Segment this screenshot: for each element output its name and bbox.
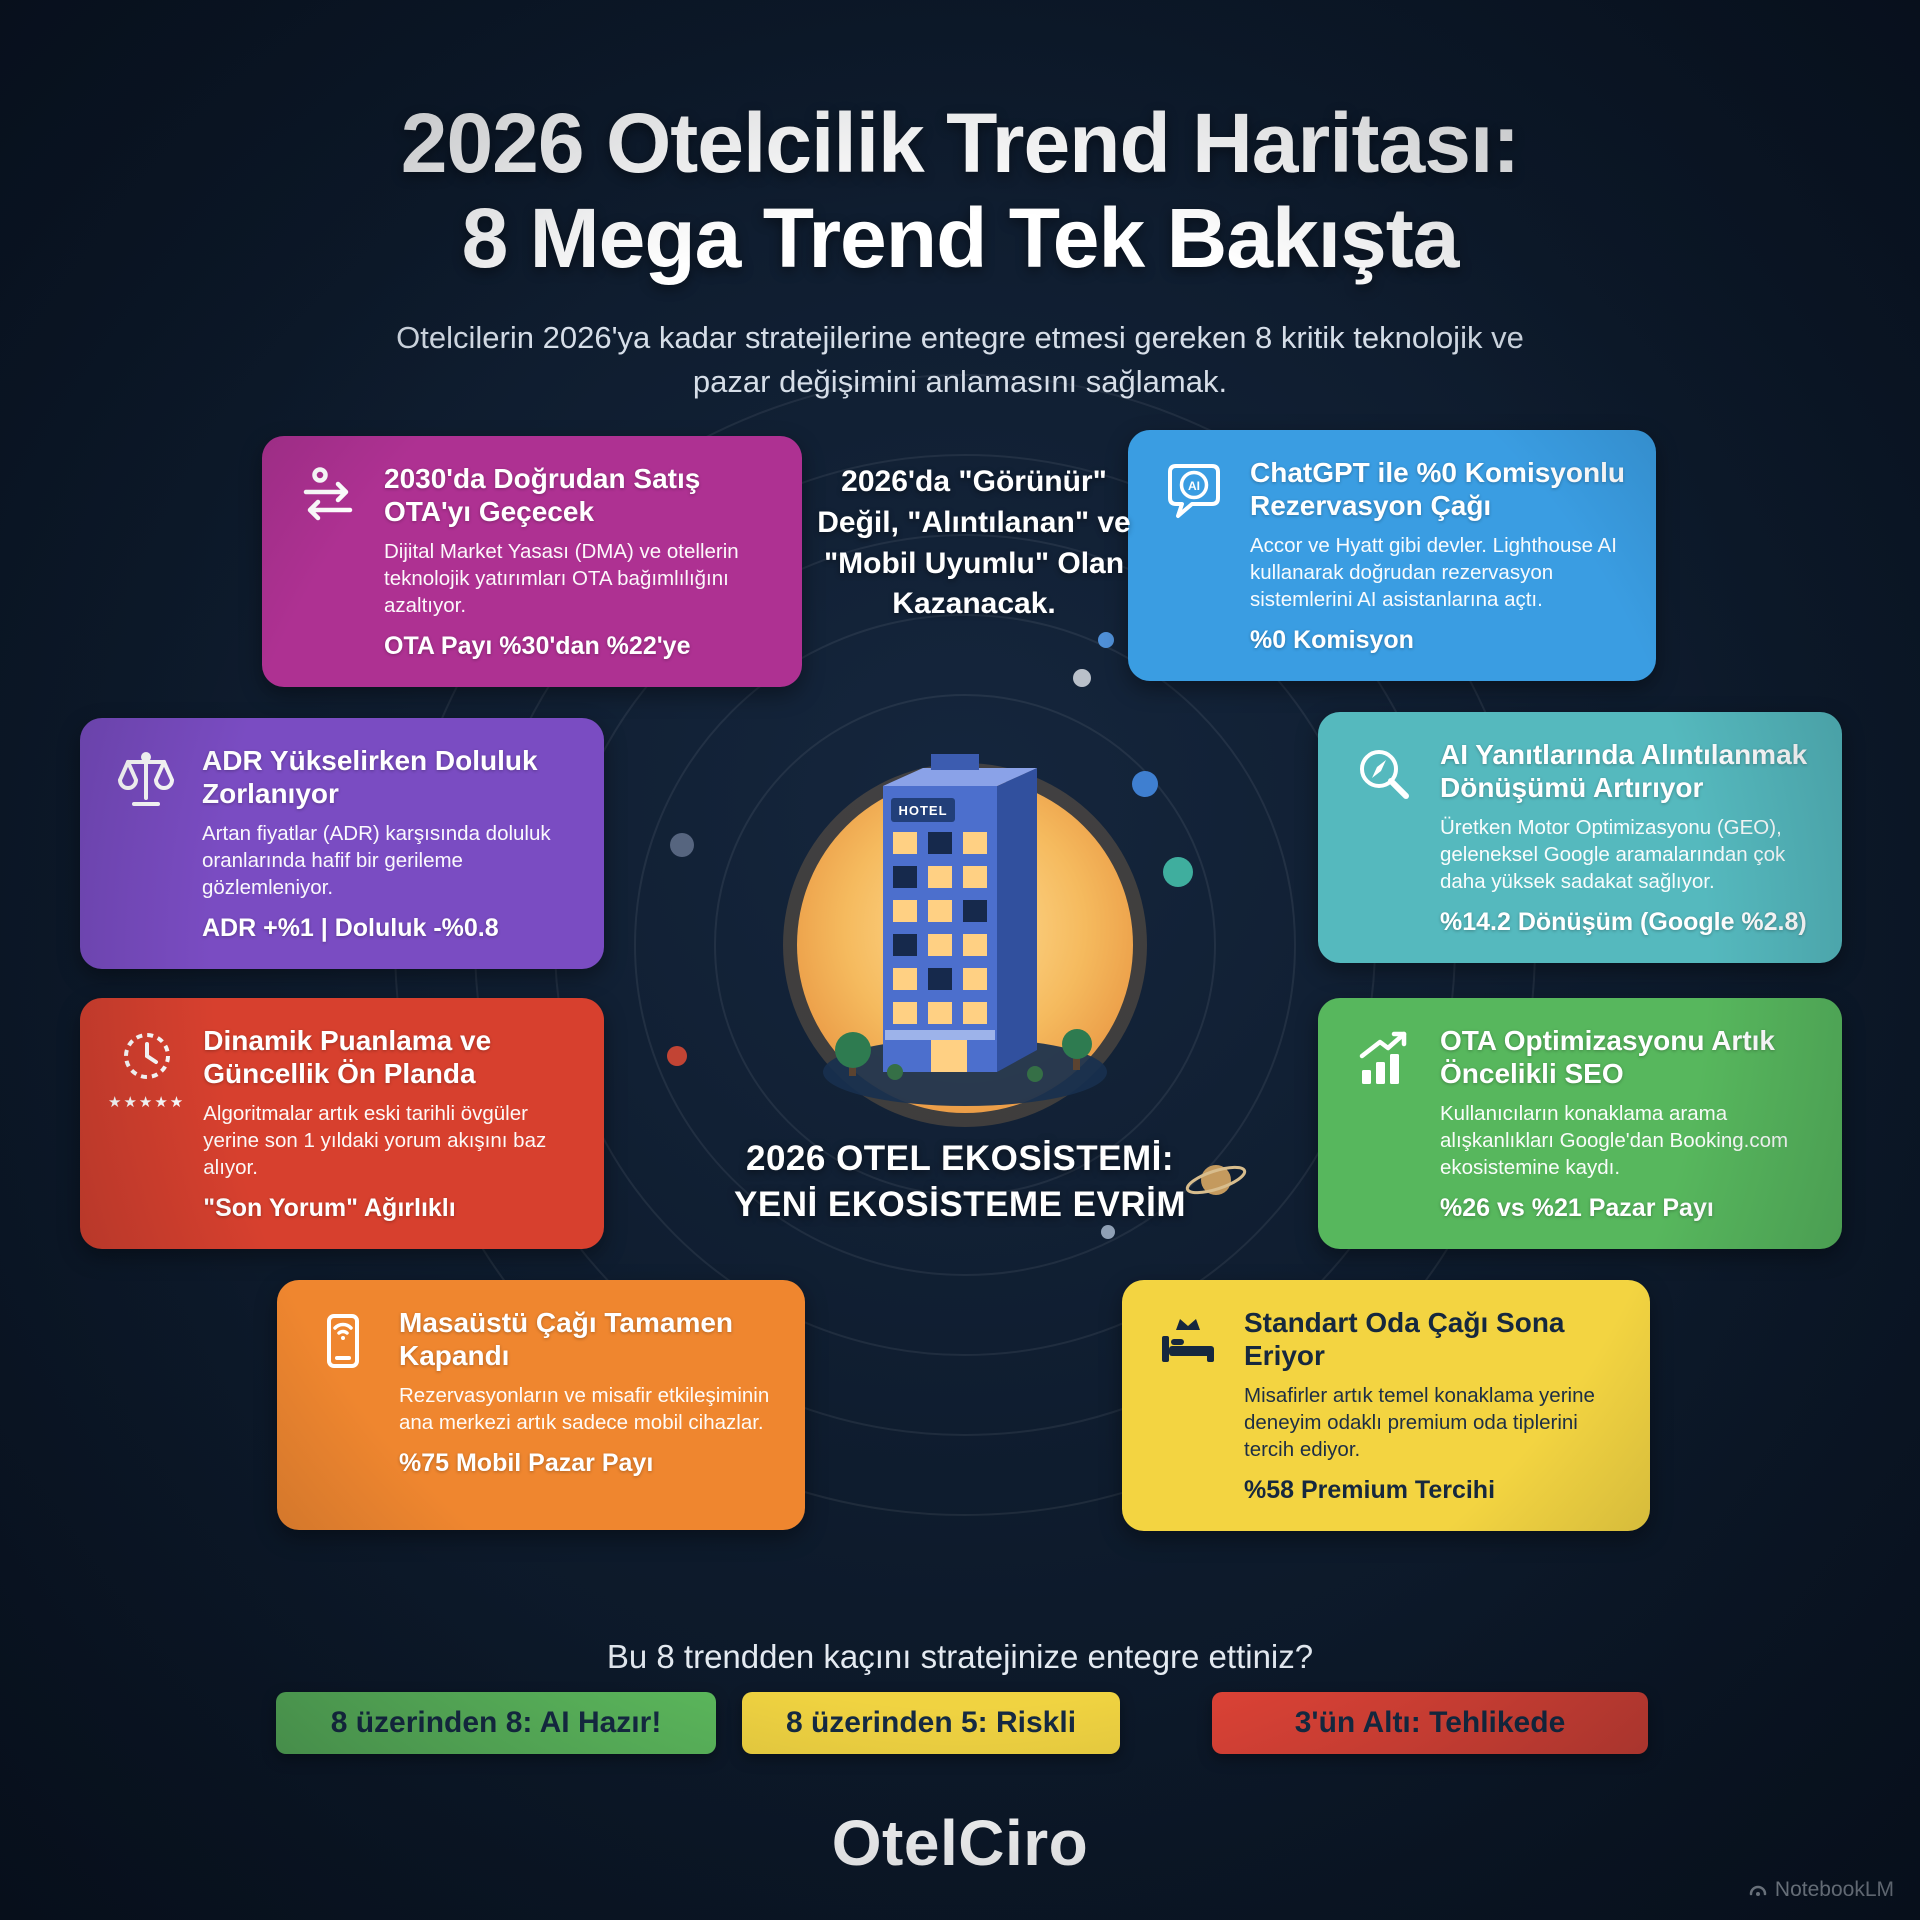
bed-crown-icon [1150,1306,1226,1505]
center-note: 2026'da "Görünür" Değil, "Alıntılanan" v… [817,465,1131,621]
hotel-sign: HOTEL [898,803,947,818]
card-body: Üretken Motor Optimizasyonu (GEO), gelen… [1440,816,1786,894]
compass-icon [1346,738,1422,937]
center-caption-line2: YENİ EKOSİSTEME EVRİM [734,1185,1186,1225]
center-caption: 2026 OTEL EKOSİSTEMİ: YENİ EKOSİSTEME EV… [0,1136,1920,1228]
card-body: Rezervasyonların ve misafir etkileşimini… [399,1384,770,1435]
hotel-building: HOTEL [883,754,1037,1072]
page-title-line2: 8 Mega Trend Tek Bakışta [461,190,1460,285]
card-desktop-era: Masaüstü Çağı Tamamen Kapandı Rezervasyo… [277,1280,805,1530]
watermark: NotebookLM [1748,1878,1894,1902]
footer-question: Bu 8 trendden kaçını stratejinize entegr… [606,1638,1314,1675]
card-content: Standart Oda Çağı Sona Eriyor Misafirler… [1244,1306,1622,1505]
page-subtitle: Otelcilerin 2026'ya kadar stratejilerine… [396,320,1524,400]
hotel-illustration: HOTEL [783,754,1147,1127]
card-body: Artan fiyatlar (ADR) karşısında doluluk … [202,822,551,900]
mobile-icon [305,1306,381,1504]
card-body: Accor ve Hyatt gibi devler. Lighthouse A… [1250,534,1617,612]
card-stat: %58 Premium Tercihi [1244,1476,1496,1505]
card-body: Misafirler artık temel konaklama yerine … [1244,1384,1595,1462]
notebooklm-icon [1749,1885,1767,1896]
brand-logo: OtelCiro [831,1807,1089,1879]
watermark-label: NotebookLM [1774,1878,1894,1901]
card-stat: %14.2 Dönüşüm (Google %2.8) [1440,908,1807,937]
card-ai-citations: AI Yanıtlarında Alıntılanmak Dönüşümü Ar… [1318,712,1842,964]
card-stat: ADR +%1 | Doluluk -%0.8 [202,914,499,943]
card-title: Standart Oda Çağı Sona Eriyor [1244,1307,1565,1372]
card-title: 2030'da Doğrudan Satış OTA'yı Geçecek [384,463,701,528]
card-stat: OTA Payı %30'dan %22'ye [384,632,691,661]
card-title: OTA Optimizasyonu Artık Öncelikli SEO [1440,1025,1775,1090]
card-standard-room: Standart Oda Çağı Sona Eriyor Misafirler… [1122,1280,1650,1532]
badge-risky: 8 üzerinden 5: Riskli [742,1692,1120,1754]
planet-small-blue [1098,632,1114,648]
badge-ai-ready: 8 üzerinden 8: AI Hazır! [276,1692,716,1754]
ai-chat-icon-label: AI [1188,479,1200,493]
badge-danger: 3'ün Altı: Tehlikede [1212,1692,1648,1754]
card-chatgpt-commission: AI ChatGPT ile %0 Komisyonlu Rezervasyon… [1128,430,1656,682]
card-title: Masaüstü Çağı Tamamen Kapandı [399,1307,734,1372]
card-body: Dijital Market Yasası (DMA) ve otellerin… [384,540,739,618]
swap-arrows-icon [290,462,366,661]
card-title: AI Yanıtlarında Alıntılanmak Dönüşümü Ar… [1440,739,1808,804]
card-content: 2030'da Doğrudan Satış OTA'yı Geçecek Di… [384,462,774,661]
card-stat: %0 Komisyon [1250,626,1414,655]
card-content: ChatGPT ile %0 Komisyonlu Rezervasyon Ça… [1250,456,1628,655]
center-caption-line1: 2026 OTEL EKOSİSTEMİ: [745,1139,1175,1178]
card-title: ChatGPT ile %0 Komisyonlu Rezervasyon Ça… [1250,457,1625,522]
card-direct-sales: 2030'da Doğrudan Satış OTA'yı Geçecek Di… [262,436,802,688]
card-content: ADR Yükselirken Doluluk Zorlanıyor Artan… [202,744,576,943]
card-adr-occupancy: ADR Yükselirken Doluluk Zorlanıyor Artan… [80,718,604,970]
card-title: ADR Yükselirken Doluluk Zorlanıyor [202,745,538,810]
scale-icon [108,744,184,943]
card-stat: %75 Mobil Pazar Payı [399,1449,654,1478]
planet-red [667,1046,687,1066]
ai-chat-icon: AI [1156,456,1232,655]
card-content: AI Yanıtlarında Alıntılanmak Dönüşümü Ar… [1440,738,1814,937]
page-title-line1: 2026 Otelcilik Trend Haritası: [400,96,1521,190]
star-rating-icon: ★★★★★ [108,1094,186,1111]
planet-moon [1073,669,1091,687]
page-title: 2026 Otelcilik Trend Haritası: 8 Mega Tr… [0,96,1920,286]
card-title: Dinamik Puanlama ve Güncellik Ön Planda [203,1025,492,1090]
planet-slate [670,833,694,857]
card-content: Masaüstü Çağı Tamamen Kapandı Rezervasyo… [399,1306,777,1504]
